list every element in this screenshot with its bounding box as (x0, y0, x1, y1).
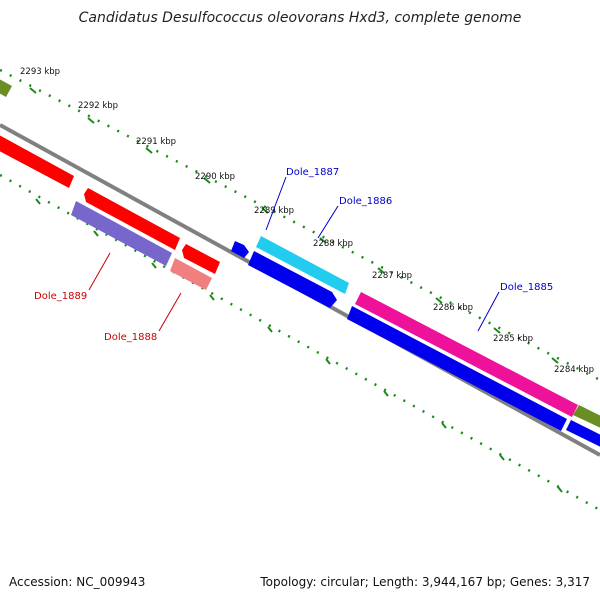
leader-line (317, 205, 339, 239)
scale-label: 2290 kbp (195, 172, 235, 182)
scale-labels: 2293 kbp 2292 kbp 2291 kbp 2290 kbp 2289… (20, 67, 594, 375)
major-tick (435, 297, 443, 304)
inner-scale-track (0, 173, 600, 512)
leader-line (88, 252, 111, 291)
major-tick (319, 237, 327, 244)
leader-line (265, 176, 287, 231)
gene-arrow-blue-mid[interactable] (248, 251, 337, 308)
minor-tick (151, 262, 157, 269)
gene-arrow-red-short[interactable] (182, 244, 220, 274)
gene-label-dole-1887[interactable]: Dole_1887 (286, 167, 339, 178)
gene-arrow-blue-end[interactable] (566, 420, 600, 449)
reverse-strand-genes (0, 130, 600, 449)
scale-label: 2289 kbp (254, 206, 294, 216)
major-tick (203, 177, 211, 184)
gene-arrow-dole-1886[interactable] (256, 236, 349, 294)
accession-text: Accession: NC_009943 (9, 575, 145, 589)
map-title: Candidatus Desulfococcus oleovorans Hxd3… (79, 10, 522, 26)
gene-arrow-dole-1888[interactable] (170, 258, 212, 290)
leader-line (158, 292, 182, 332)
minor-tick (325, 358, 331, 365)
gene-annotations: Dole_1887 Dole_1886 Dole_1885 Dole_1889 … (34, 167, 553, 343)
outer-scale-track (0, 68, 600, 382)
leader-line (477, 291, 500, 332)
gene-arrow-dole-1887[interactable] (231, 241, 249, 258)
scale-label: 2292 kbp (78, 101, 118, 111)
scale-label: 2293 kbp (20, 67, 60, 77)
gene-arrow-dole-1889[interactable] (71, 201, 172, 266)
major-tick (29, 87, 37, 94)
gene-label-dole-1886[interactable]: Dole_1886 (339, 196, 392, 207)
major-tick (145, 147, 153, 154)
gene-label-dole-1889[interactable]: Dole_1889 (34, 291, 87, 302)
minor-tick (557, 486, 563, 493)
scale-label: 2284 kbp (554, 365, 594, 375)
minor-tick (267, 326, 273, 333)
major-tick (493, 327, 501, 334)
scale-label: 2285 kbp (493, 334, 533, 344)
gene-label-dole-1885[interactable]: Dole_1885 (500, 282, 553, 293)
gene-arrow-red-left[interactable] (0, 130, 74, 188)
minor-tick (93, 230, 99, 237)
forward-strand-genes (0, 74, 600, 430)
inner-dotted-line (0, 173, 600, 512)
gene-label-dole-1888[interactable]: Dole_1888 (104, 332, 157, 343)
minor-tick (35, 198, 41, 205)
gene-arrow-olive-start[interactable] (0, 74, 12, 97)
minor-tick (383, 390, 389, 397)
gene-arrow-blue-right[interactable] (347, 306, 567, 431)
outer-dotted-line (0, 68, 600, 382)
major-tick (551, 357, 559, 364)
gene-arrow-dole-1885[interactable] (355, 292, 578, 417)
minor-tick (209, 294, 215, 301)
gene-arrow-red-long[interactable] (84, 188, 180, 250)
minor-tick (499, 454, 505, 461)
major-tick (377, 267, 385, 274)
minor-tick (441, 422, 447, 429)
scale-label: 2286 kbp (433, 303, 473, 313)
scale-label: 2291 kbp (136, 137, 176, 147)
scale-label: 2287 kbp (372, 271, 412, 281)
genome-summary-text: Topology: circular; Length: 3,944,167 bp… (259, 575, 590, 589)
scale-label: 2288 kbp (313, 239, 353, 249)
major-tick (87, 117, 95, 124)
major-tick (261, 207, 269, 214)
gene-arrow-olive-end[interactable] (573, 405, 600, 430)
